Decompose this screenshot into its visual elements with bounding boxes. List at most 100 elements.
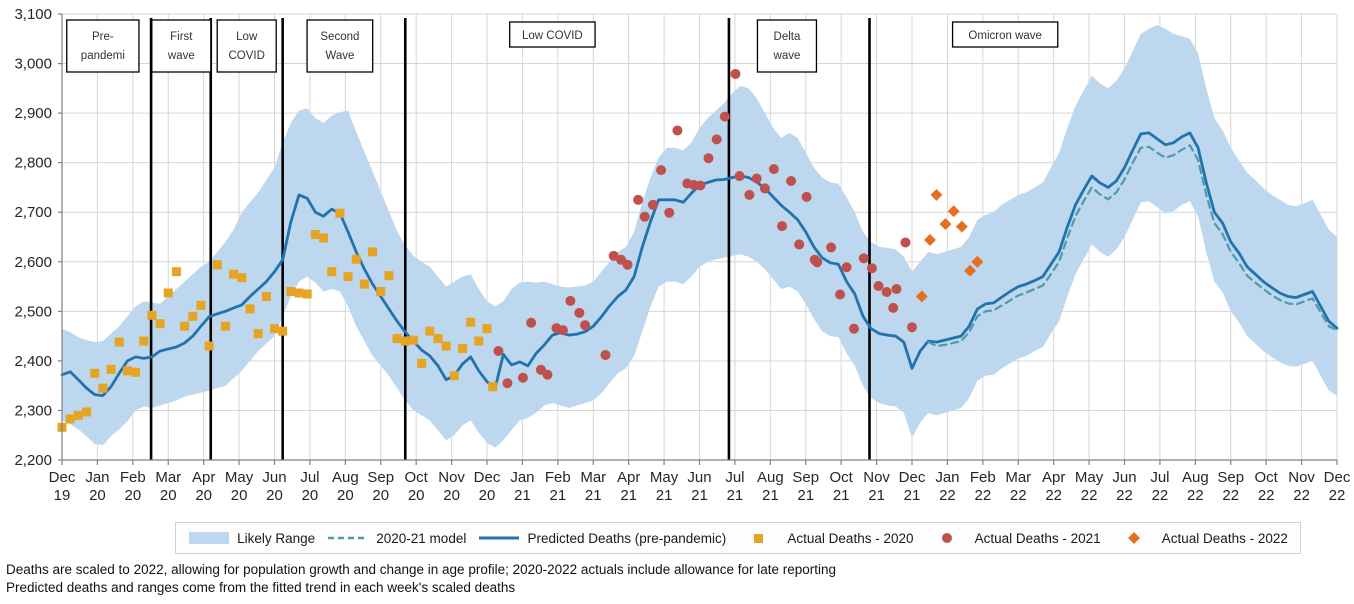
x-axis-label-year: 20 [231,487,248,504]
x-axis-label-year: 21 [727,487,744,504]
data-point-circle [801,191,812,202]
x-axis-label-year: 21 [797,487,814,504]
x-axis-label-month: Sep [1217,469,1244,486]
data-point-circle [730,68,741,79]
data-point-square [327,267,337,277]
data-point-square [278,326,288,336]
data-point-circle [768,164,779,175]
x-axis-label-year: 21 [514,487,531,504]
data-point-square [302,289,312,299]
data-point-square [294,288,304,298]
x-axis-label-month: Oct [829,469,853,486]
phase-label-text: First [170,31,193,43]
legend-item-label: 2020-21 model [376,530,467,546]
phase-label-border [951,21,1059,48]
data-point-square [433,334,443,344]
data-point-circle [719,111,730,122]
x-axis-label-month: May [1075,469,1104,486]
data-point-square [482,324,492,334]
data-point-square [237,273,247,283]
data-point-circle [647,199,658,210]
phase-label-box: Second Wave [306,19,374,73]
legend-diamond-swatch [1127,532,1140,544]
data-point-circle [711,134,722,145]
data-point-circle [600,349,611,360]
legend-dashed-swatch [328,536,369,540]
phase-label-text: Delta [774,31,801,43]
data-point-diamond [915,290,928,303]
data-point-square [425,326,435,336]
x-axis-label-month: Jul [1150,469,1169,486]
x-axis-label-month: Jan [510,469,534,486]
axes [58,13,1338,465]
data-point-circle [622,259,633,270]
x-axis-label-year: 20 [443,487,460,504]
chart-footnotes: Deaths are scaled to 2022, allowing for … [6,561,836,597]
x-axis-label-year: 20 [337,487,354,504]
data-point-circle [664,207,675,218]
scatter-circles [493,68,917,389]
data-point-square [449,371,459,381]
x-axis-label-month: Feb [545,469,571,486]
legend-item: Actual Deaths - 2021 [926,531,1101,546]
x-axis-label-month: Mar [155,469,181,486]
data-point-square [82,407,92,417]
x-axis-label-year: 20 [372,487,389,504]
data-point-square [261,291,271,301]
x-axis-label-year: 22 [1045,487,1062,504]
data-point-square [457,344,467,353]
data-point-diamond [955,220,968,233]
x-axis-label-year: 20 [89,487,106,504]
data-point-circle [633,194,644,205]
data-point-square [351,254,361,264]
legend-item: Likely Range [188,531,315,546]
x-axis-label-year: 22 [1010,487,1027,504]
legend-item: Actual Deaths - 2022 [1113,531,1288,546]
data-point-square [474,336,484,346]
phase-label-text: pandemi [81,50,125,62]
legend-item-label: Actual Deaths - 2021 [974,530,1101,546]
data-point-circle [517,372,528,383]
legend-square-swatch [754,534,764,543]
legend-item-label: Likely Range [237,530,316,546]
x-axis-label-month: Mar [580,469,606,486]
data-point-circle [672,125,683,136]
data-point-circle [866,263,877,274]
data-point-circle [695,180,706,191]
x-axis-label-month: Aug [332,469,359,486]
data-point-square [155,319,165,329]
data-point-circle [526,317,537,328]
x-axis-label-month: Apr [1042,469,1065,486]
phase-label-border [509,21,596,48]
x-axis-label-month: Feb [120,469,146,486]
y-axis-label: 2,600 [14,254,52,271]
x-axis-label-month: May [650,469,679,486]
data-point-circle [873,281,884,292]
x-axis-label-year: 21 [656,487,673,504]
plot-svg: Pre-pandemi First wave Low COVID Second Wave Lo… [14,6,1350,504]
data-point-square [73,410,83,420]
data-point-square [204,341,214,351]
phase-label-box: First wave [151,19,212,73]
phase-label-border [756,19,818,73]
data-point-circle [639,211,650,222]
data-point-circle [826,242,837,253]
footnote-line-1: Deaths are scaled to 2022, allowing for … [6,562,837,577]
x-axis-label-year: 20 [408,487,425,504]
x-axis-label-month: Apr [192,469,215,486]
data-point-circle [759,183,770,194]
data-point-square [139,336,149,346]
x-axis-label-year: 22 [1152,487,1169,504]
phase-label-box: Pre-pandemi [66,19,140,73]
x-axis-label-month: Jun [687,469,711,486]
data-point-square [466,317,476,327]
data-point-square [376,287,386,297]
data-point-circle [841,262,852,273]
data-point-diamond [930,188,943,201]
x-axis-label-month: Aug [1182,469,1209,486]
data-point-circle [751,173,762,184]
phase-label-text: wave [167,50,195,62]
x-axis-label-month: Jan [935,469,959,486]
x-axis-label-year: 22 [974,487,991,504]
x-axis-label-month: Aug [757,469,784,486]
